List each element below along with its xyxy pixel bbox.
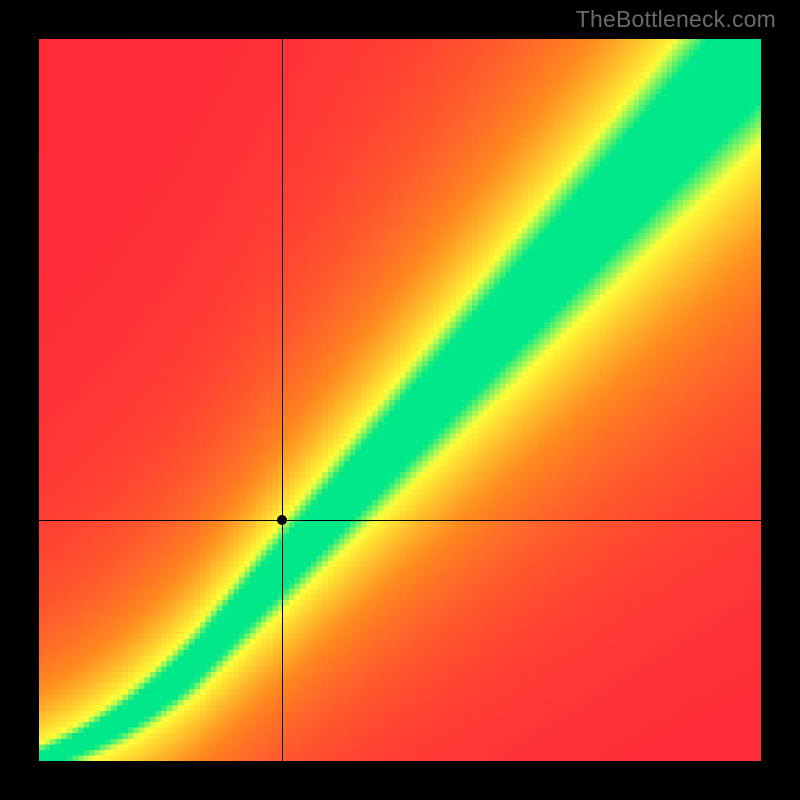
crosshair-horizontal xyxy=(39,520,761,521)
heatmap-canvas xyxy=(39,39,761,761)
marker-point xyxy=(277,515,287,525)
attribution-text: TheBottleneck.com xyxy=(576,6,776,33)
heatmap-plot xyxy=(39,39,761,761)
crosshair-vertical xyxy=(282,39,283,761)
